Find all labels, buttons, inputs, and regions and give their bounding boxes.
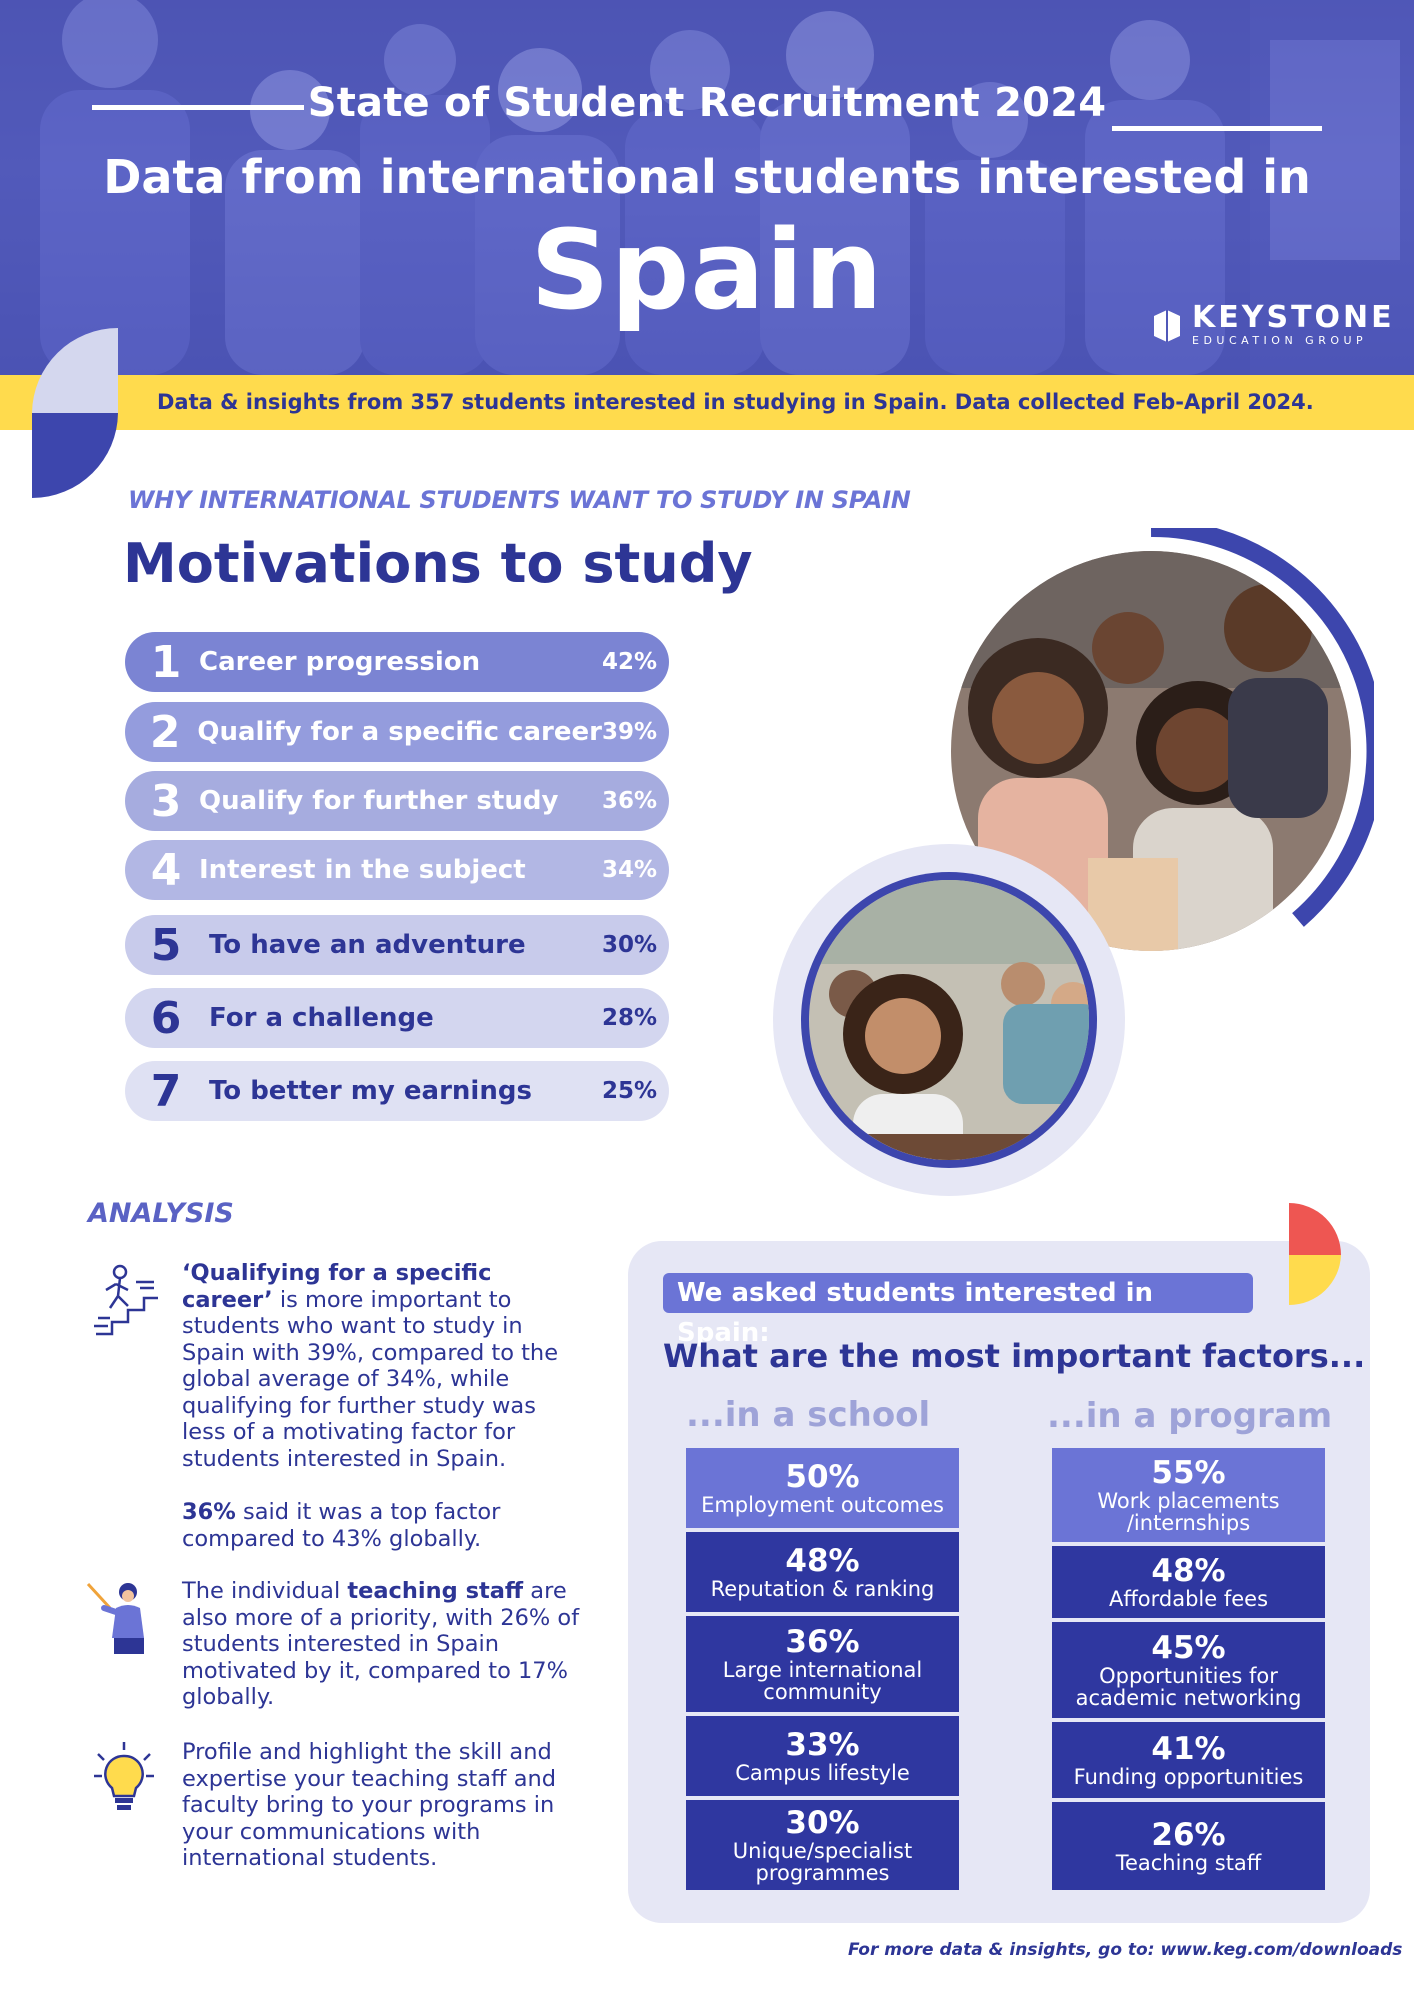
- motivation-percent: 28%: [601, 1005, 657, 1031]
- motivation-percent: 36%: [601, 788, 657, 814]
- analysis-paragraph-1: ‘Qualifying for a specific career’ is mo…: [182, 1260, 582, 1472]
- factor-label: Affordable fees: [1108, 1587, 1269, 1611]
- motivations-title: Motivations to study: [123, 532, 753, 595]
- factor-label: Campus lifestyle: [735, 1761, 910, 1785]
- data-source-band: Data & insights from 357 students intere…: [0, 375, 1414, 430]
- program-factor-box: 48% Affordable fees: [1052, 1546, 1325, 1618]
- motivation-label: To have an adventure: [209, 930, 526, 960]
- analysis-text: are also more of a priority, with 26% of…: [182, 1578, 580, 1710]
- motivation-percent: 39%: [601, 719, 657, 745]
- motivation-rank: 6: [150, 992, 182, 1044]
- classroom-student-photo: [773, 844, 1125, 1196]
- students-crowd-photo: [0, 0, 1414, 375]
- motivation-rank: 7: [150, 1065, 182, 1117]
- school-column-heading: ...in a school: [686, 1395, 931, 1435]
- factor-value: 48%: [1151, 1553, 1226, 1589]
- factor-value: 50%: [785, 1459, 860, 1495]
- factor-label: Employment outcomes: [701, 1493, 944, 1517]
- motivation-percent: 34%: [601, 857, 657, 883]
- program-factor-box: 55% Work placements /internships: [1052, 1448, 1325, 1542]
- analysis-text: said it was a top factor compared to 43%…: [182, 1499, 501, 1552]
- analysis-text: is more important to students who want t…: [182, 1286, 559, 1472]
- keystone-logo: KEYSTONE EDUCATION GROUP: [1152, 302, 1395, 348]
- title-rule-left: [92, 105, 304, 110]
- school-factor-box: 30% Unique/specialist programmes: [686, 1800, 959, 1890]
- report-title: State of Student Recruitment 2024: [307, 80, 1107, 126]
- motivation-rank: 1: [150, 636, 182, 688]
- motivation-item: 1 Career progression 42%: [125, 632, 669, 692]
- title-rule-right: [1112, 126, 1322, 131]
- analysis-paragraph-4: Profile and highlight the skill and expe…: [182, 1739, 557, 1871]
- factor-value: 41%: [1151, 1731, 1226, 1767]
- motivations-kicker: WHY INTERNATIONAL STUDENTS WANT TO STUDY…: [128, 486, 911, 514]
- motivation-item: 6 For a challenge 28%: [125, 988, 669, 1048]
- decorative-shape-right: [1289, 1203, 1341, 1305]
- factor-value: 30%: [785, 1805, 860, 1841]
- factor-value: 48%: [785, 1543, 860, 1579]
- motivation-item: 3 Qualify for further study 36%: [125, 771, 669, 831]
- motivation-rank: 2: [149, 706, 181, 758]
- program-column-heading: ...in a program: [1047, 1396, 1333, 1436]
- program-factor-box: 26% Teaching staff: [1052, 1802, 1325, 1890]
- motivation-label: Interest in the subject: [199, 855, 526, 885]
- logo-tagline: EDUCATION GROUP: [1192, 334, 1368, 347]
- analysis-text: The individual: [182, 1578, 348, 1604]
- factor-value: 26%: [1151, 1817, 1226, 1853]
- report-subtitle: Data from international students interes…: [103, 150, 1311, 204]
- factor-value: 45%: [1151, 1630, 1226, 1666]
- factor-label: Large international community: [722, 1658, 923, 1704]
- motivation-rank: 3: [150, 775, 182, 827]
- factors-question: What are the most important factors...: [663, 1337, 1366, 1375]
- factor-label: Opportunities for academic networking: [1075, 1664, 1302, 1710]
- analysis-highlight: 36%: [182, 1499, 236, 1525]
- factor-label: Teaching staff: [1115, 1851, 1262, 1875]
- motivation-item: 7 To better my earnings 25%: [125, 1061, 669, 1121]
- motivation-rank: 5: [150, 919, 182, 971]
- program-factor-box: 45% Opportunities for academic networkin…: [1052, 1622, 1325, 1718]
- analysis-highlight: teaching staff: [347, 1578, 524, 1604]
- teacher-icon: [86, 1582, 144, 1654]
- country-title: Spain: [530, 206, 884, 334]
- school-factor-box: 33% Campus lifestyle: [686, 1716, 959, 1796]
- decorative-shape-left: [32, 328, 118, 498]
- motivation-item: 2 Qualify for a specific career 39%: [125, 702, 669, 762]
- motivation-label: Qualify for a specific career: [197, 717, 602, 747]
- motivation-percent: 25%: [601, 1078, 657, 1104]
- analysis-highlight: ‘Qualifying for a specific career’: [182, 1260, 492, 1313]
- factor-label: Work placements /internships: [1097, 1489, 1280, 1535]
- school-factor-box: 36% Large international community: [686, 1616, 959, 1712]
- motivation-rank: 4: [150, 844, 182, 896]
- motivation-item: 5 To have an adventure 30%: [125, 915, 669, 975]
- factor-label: Reputation & ranking: [710, 1577, 935, 1601]
- analysis-paragraph-3: The individual teaching staff are also m…: [182, 1578, 582, 1711]
- factor-label: Funding opportunities: [1073, 1765, 1304, 1789]
- motivation-label: Qualify for further study: [199, 786, 559, 816]
- question-tag: We asked students interested in Spain:: [663, 1273, 1253, 1348]
- analysis-title: ANALYSIS: [88, 1198, 234, 1229]
- factor-label: Unique/specialist programmes: [732, 1839, 913, 1885]
- factor-value: 33%: [785, 1727, 860, 1763]
- school-factor-box: 48% Reputation & ranking: [686, 1532, 959, 1612]
- motivation-label: To better my earnings: [209, 1076, 532, 1106]
- motivation-percent: 30%: [601, 932, 657, 958]
- lightbulb-icon: [94, 1742, 154, 1810]
- keystone-mark-icon: [1154, 310, 1180, 342]
- motivation-label: For a challenge: [209, 1003, 434, 1033]
- motivation-percent: 42%: [601, 649, 657, 675]
- footer-link-text[interactable]: For more data & insights, go to: www.keg…: [848, 1940, 1403, 1960]
- factor-value: 55%: [1151, 1455, 1226, 1491]
- factor-value: 36%: [785, 1624, 860, 1660]
- school-factor-box: 50% Employment outcomes: [686, 1448, 959, 1528]
- program-factor-box: 41% Funding opportunities: [1052, 1722, 1325, 1798]
- motivation-label: Career progression: [199, 647, 481, 677]
- career-stairs-icon: [94, 1264, 158, 1336]
- analysis-paragraph-2: 36% said it was a top factor compared to…: [182, 1499, 582, 1552]
- motivation-item: 4 Interest in the subject 34%: [125, 840, 669, 900]
- hero-banner: State of Student Recruitment 2024 Data f…: [0, 0, 1414, 375]
- logo-name: KEYSTONE: [1192, 300, 1395, 335]
